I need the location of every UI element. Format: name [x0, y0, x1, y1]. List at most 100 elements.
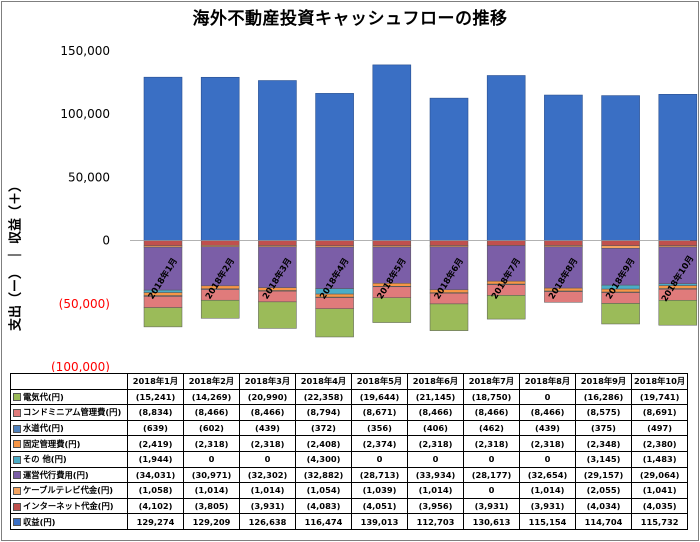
table-corner	[10, 373, 128, 390]
bar-expense-segment	[258, 301, 297, 329]
chart-bars	[130, 64, 698, 338]
table-cell: (3,145)	[575, 450, 632, 468]
series-label: 収益(円)	[10, 513, 128, 530]
table-column-header: 2018年3月	[239, 373, 296, 390]
table-cell: (32,654)	[519, 466, 576, 484]
table-cell: (21,145)	[407, 388, 464, 406]
table-cell: (372)	[295, 419, 352, 437]
bar-expense-segment	[486, 295, 526, 320]
table-cell: (32,302)	[239, 466, 296, 484]
y-tick-label: 150,000	[60, 44, 110, 58]
series-label: 運営代行費用(円)	[10, 466, 128, 484]
y-tick-label: 0	[102, 234, 110, 248]
bar-income	[372, 64, 412, 241]
table-row: 収益(円) 129,274 129,209 126,638 116,474 139,013…	[10, 513, 689, 530]
table-cell: (3,931)	[463, 497, 520, 515]
table-cell: 0	[239, 450, 296, 468]
table-cell: (8,575)	[575, 404, 632, 421]
table-cell: (2,318)	[239, 435, 296, 452]
data-table-header: 2018年1月 2018年2月 2018年3月 2018年4月 2018年5月 2018年…	[10, 373, 689, 390]
table-cell: (4,051)	[351, 497, 408, 515]
table-cell: (4,300)	[295, 450, 352, 468]
table-cell: 0	[183, 450, 240, 468]
data-table: 2018年1月 2018年2月 2018年3月 2018年4月 2018年5月 2018年…	[10, 373, 689, 530]
table-cell: (1,944)	[127, 450, 184, 468]
table-cell: (2,318)	[519, 435, 576, 452]
y-tick-label: 50,000	[68, 170, 110, 184]
table-cell: (1,014)	[407, 482, 464, 499]
table-cell: (30,971)	[183, 466, 240, 484]
table-cell: (2,348)	[575, 435, 632, 452]
table-cell: (462)	[463, 419, 520, 437]
table-cell: (16,286)	[575, 388, 632, 406]
bar-expense-segment	[315, 240, 354, 247]
table-cell: (1,014)	[519, 482, 576, 499]
table-cell: (8,466)	[239, 404, 296, 421]
table-cell: (1,014)	[239, 482, 296, 499]
table-cell: (406)	[407, 419, 464, 437]
y-tick-label: 100,000	[60, 107, 110, 121]
table-cell: 115,154	[519, 513, 576, 530]
bar-expense-segment	[429, 240, 469, 246]
table-cell: 130,613	[463, 513, 520, 530]
bar-expense-segment	[143, 307, 183, 328]
y-axis-label: 支出（ー） ｜ 収益（＋）	[8, 179, 24, 332]
legend-swatch	[13, 393, 21, 402]
bar-expense-segment	[601, 245, 640, 249]
bar-expense-segment	[486, 245, 526, 282]
bar-income	[658, 94, 698, 241]
legend-swatch	[13, 440, 21, 449]
table-row: ケーブルテレビ代金(円) (1,058) (1,014) (1,014) (1,054)…	[10, 482, 689, 499]
series-label: 水道代(円)	[10, 419, 128, 437]
table-cell: 129,274	[127, 513, 184, 530]
bar-income	[315, 93, 354, 241]
table-column-header: 2018年1月	[127, 373, 184, 390]
table-cell: (3,931)	[519, 497, 576, 515]
table-row: コンドミニアム管理費(円) (8,834) (8,466) (8,466) (8,794…	[10, 404, 689, 421]
table-cell: (8,466)	[407, 404, 464, 421]
table-cell: (2,419)	[127, 435, 184, 452]
table-row: 水道代(円) (639) (602) (439) (372) (356) (406) (462…	[10, 419, 689, 437]
table-cell: (2,408)	[295, 435, 352, 452]
bar-expense-segment	[200, 240, 240, 246]
series-label: インターネット代金(円)	[10, 497, 128, 515]
table-cell: 0	[407, 450, 464, 468]
table-cell: (15,241)	[127, 388, 184, 406]
bar-expense-segment	[315, 297, 354, 309]
table-cell: (356)	[351, 419, 408, 437]
series-label: その 他(円)	[10, 450, 128, 468]
legend-swatch	[13, 502, 21, 511]
chart-title: 海外不動産投資キャッシュフローの推移	[192, 9, 508, 29]
table-column-header: 2018年4月	[295, 373, 352, 390]
bar-expense-segment	[544, 240, 583, 246]
table-column-header: 2018年8月	[519, 373, 576, 390]
bar-income	[429, 97, 469, 241]
bar-expense-segment	[143, 246, 183, 291]
table-cell: 0	[463, 482, 520, 499]
y-tick-label: (100,000)	[51, 360, 110, 372]
table-column-header: 2018年9月	[575, 373, 632, 390]
table-cell: (2,380)	[630, 435, 689, 452]
table-cell: (28,713)	[351, 466, 408, 484]
table-row: 固定管理費(円) (2,419) (2,318) (2,318) (2,408) (2,3…	[10, 435, 689, 452]
series-label: ケーブルテレビ代金(円)	[10, 482, 128, 499]
table-cell: (8,466)	[519, 404, 576, 421]
legend-swatch	[13, 424, 21, 433]
table-cell: (8,834)	[127, 404, 184, 421]
table-cell: (8,466)	[463, 404, 520, 421]
table-cell: (2,318)	[463, 435, 520, 452]
table-cell: (2,318)	[407, 435, 464, 452]
table-cell: (439)	[519, 419, 576, 437]
table-cell: (19,741)	[630, 388, 689, 406]
table-cell: (33,934)	[407, 466, 464, 484]
table-column-header: 2018年2月	[183, 373, 240, 390]
table-cell: 126,638	[239, 513, 296, 530]
y-axis-label-text: 支出（ー） ｜ 収益（＋）	[8, 179, 24, 332]
table-cell: (8,794)	[295, 404, 352, 421]
table-cell: (4,034)	[575, 497, 632, 515]
bar-expense-segment	[601, 248, 640, 286]
y-tick-label: (50,000)	[59, 297, 110, 311]
table-cell: (4,102)	[127, 497, 184, 515]
table-cell: 0	[519, 388, 576, 406]
table-cell: (439)	[239, 419, 296, 437]
